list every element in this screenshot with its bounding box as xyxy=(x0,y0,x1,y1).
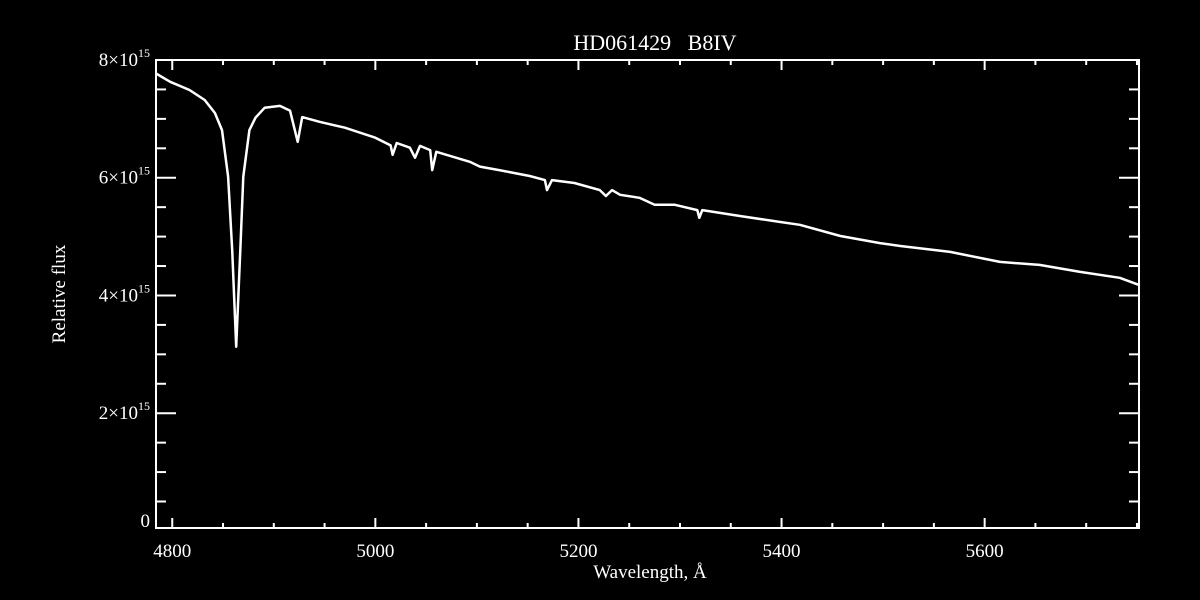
y-tick-label: 0 xyxy=(141,511,151,532)
x-axis-label: Wavelength, Å xyxy=(593,562,707,583)
y-tick-label: 6×1015 xyxy=(99,164,150,189)
spectrum-line xyxy=(155,72,1140,348)
y-tick-labels: 0 2×1015 4×1015 6×1015 8×1015 xyxy=(99,46,150,532)
x-tick-label: 4800 xyxy=(153,541,191,562)
chart-title: HD061429 B8IV xyxy=(573,30,736,55)
x-tick-label: 5600 xyxy=(966,541,1004,562)
y-tick-label: 2×1015 xyxy=(99,399,150,424)
x-tick-labels: 4800 5000 5200 5400 5600 xyxy=(153,541,1003,562)
x-tick-label: 5000 xyxy=(356,541,394,562)
x-tick-label: 5400 xyxy=(763,541,801,562)
x-tick-label: 5200 xyxy=(559,541,597,562)
y-tick-label: 8×1015 xyxy=(99,46,150,71)
y-tick-label: 4×1015 xyxy=(99,281,150,306)
axis-ticks xyxy=(156,59,1139,528)
y-axis-label: Relative flux xyxy=(49,244,70,343)
plot-frame xyxy=(155,59,1140,529)
